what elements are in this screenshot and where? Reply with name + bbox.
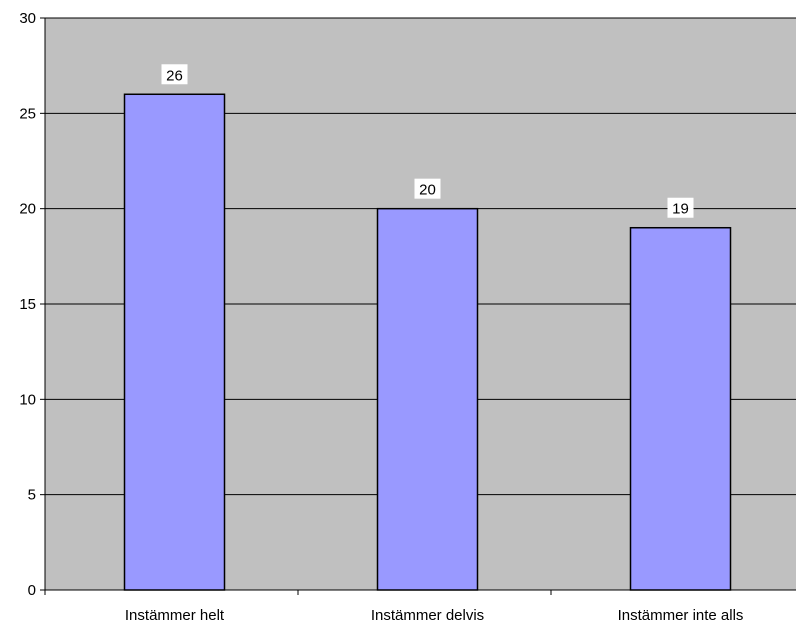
y-tick-label: 10 (19, 391, 36, 408)
y-tick-label: 20 (19, 201, 36, 218)
data-label-background (667, 197, 694, 218)
x-tick-label-2: Instämmer delvis (371, 607, 484, 624)
bar-1 (123, 93, 226, 591)
y-tick-label: 5 (28, 487, 36, 504)
y-tick-label: 25 (19, 105, 36, 122)
y-tick-label: 0 (28, 582, 36, 599)
x-tick-label-3: Instämmer inte alls (618, 607, 744, 624)
data-label-background (414, 178, 441, 199)
bar-3 (629, 226, 732, 591)
bars (123, 93, 732, 591)
y-tick-label: 30 (19, 10, 36, 27)
y-tick-label: 15 (19, 296, 36, 313)
data-labels: 26 20 19 (161, 64, 694, 218)
x-axis: Instämmer helt Instämmer delvis Instämmer … (40, 589, 796, 624)
bar-2 (376, 207, 479, 591)
data-label-3: 19 (672, 201, 689, 218)
x-tick-label-1: Instämmer helt (125, 607, 225, 624)
data-label-1: 26 (166, 67, 183, 84)
data-label-2: 20 (419, 182, 436, 199)
y-axis: 0 5 10 15 20 25 30 (19, 10, 46, 599)
data-label-background (161, 64, 188, 85)
